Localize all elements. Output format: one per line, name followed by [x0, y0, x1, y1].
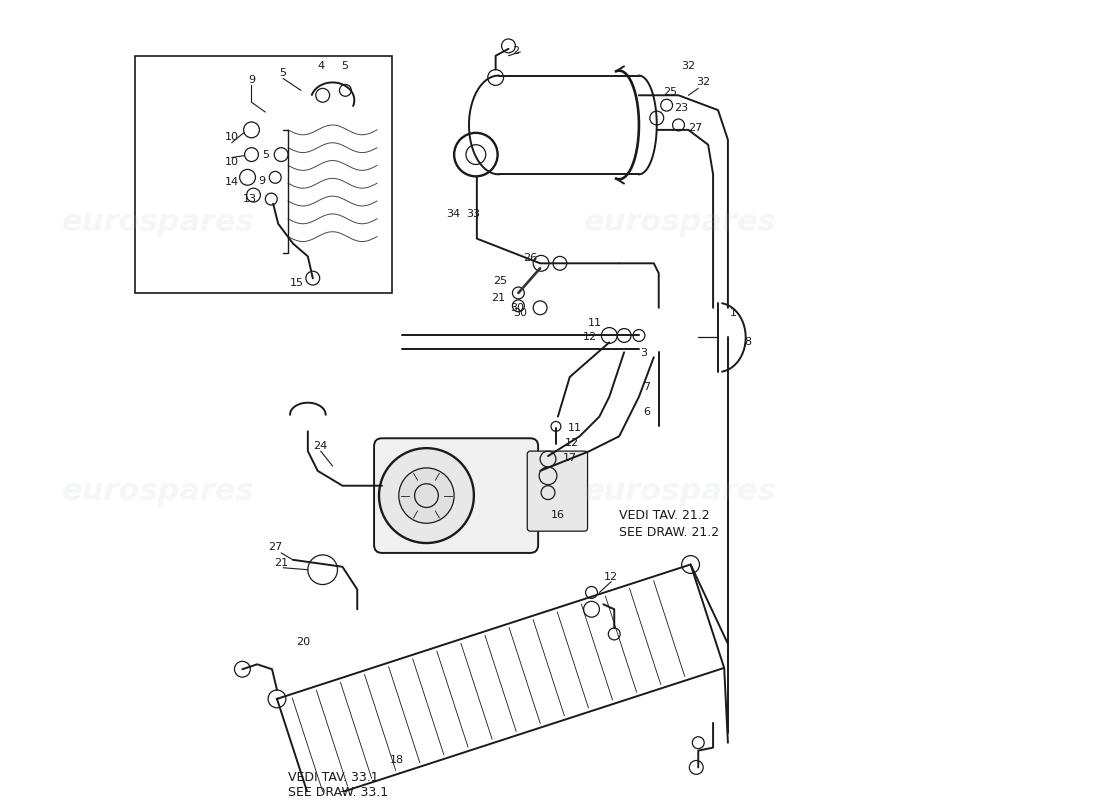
Text: 30: 30 — [514, 308, 527, 318]
Text: 24: 24 — [314, 441, 328, 451]
FancyBboxPatch shape — [527, 451, 587, 531]
Text: 5: 5 — [279, 67, 287, 78]
Text: 8: 8 — [744, 338, 751, 347]
Text: 34: 34 — [447, 209, 460, 219]
Text: 32: 32 — [681, 61, 695, 70]
Text: 12: 12 — [564, 438, 579, 448]
Text: 10: 10 — [224, 157, 239, 166]
Text: 26: 26 — [524, 254, 537, 263]
Text: 15: 15 — [290, 278, 304, 288]
Text: 25: 25 — [494, 276, 507, 286]
Text: 25: 25 — [663, 87, 678, 98]
Text: eurospares: eurospares — [63, 477, 255, 506]
Circle shape — [379, 448, 474, 543]
Text: 23: 23 — [674, 103, 689, 113]
Bar — [135, 56, 392, 293]
Text: 18: 18 — [389, 755, 404, 766]
Text: 16: 16 — [551, 510, 565, 520]
Text: 14: 14 — [224, 178, 239, 187]
Text: 12: 12 — [583, 333, 596, 342]
Text: 11: 11 — [587, 318, 602, 328]
Text: SEE DRAW. 33.1: SEE DRAW. 33.1 — [288, 786, 388, 798]
Text: eurospares: eurospares — [63, 208, 255, 238]
Text: VEDI TAV. 21.2: VEDI TAV. 21.2 — [619, 509, 710, 522]
Text: 7: 7 — [644, 382, 650, 392]
Text: 30: 30 — [510, 302, 525, 313]
Text: 21: 21 — [274, 558, 288, 568]
Text: 17: 17 — [563, 453, 576, 463]
Text: VEDI TAV. 33.1: VEDI TAV. 33.1 — [288, 770, 378, 784]
Text: 20: 20 — [296, 637, 310, 647]
Text: 9: 9 — [248, 75, 255, 86]
Text: 11: 11 — [568, 423, 582, 434]
Text: 6: 6 — [644, 406, 650, 417]
Text: eurospares: eurospares — [584, 208, 777, 238]
Text: 27: 27 — [689, 123, 703, 133]
Text: 3: 3 — [640, 348, 648, 358]
Text: 10: 10 — [224, 132, 239, 142]
Text: 4: 4 — [317, 61, 324, 70]
Text: 1: 1 — [729, 308, 736, 318]
Text: 9: 9 — [257, 176, 265, 186]
Text: eurospares: eurospares — [584, 477, 777, 506]
Text: 33: 33 — [466, 209, 480, 219]
Text: 2: 2 — [512, 46, 519, 56]
Text: 21: 21 — [492, 293, 506, 303]
Text: 5: 5 — [262, 150, 268, 159]
Text: 5: 5 — [341, 61, 348, 70]
Text: 12: 12 — [604, 572, 618, 582]
Text: 27: 27 — [268, 542, 283, 552]
FancyBboxPatch shape — [374, 438, 538, 553]
Circle shape — [399, 468, 454, 523]
Text: SEE DRAW. 21.2: SEE DRAW. 21.2 — [619, 526, 719, 538]
Text: 13: 13 — [242, 194, 256, 204]
Text: 32: 32 — [696, 78, 711, 87]
